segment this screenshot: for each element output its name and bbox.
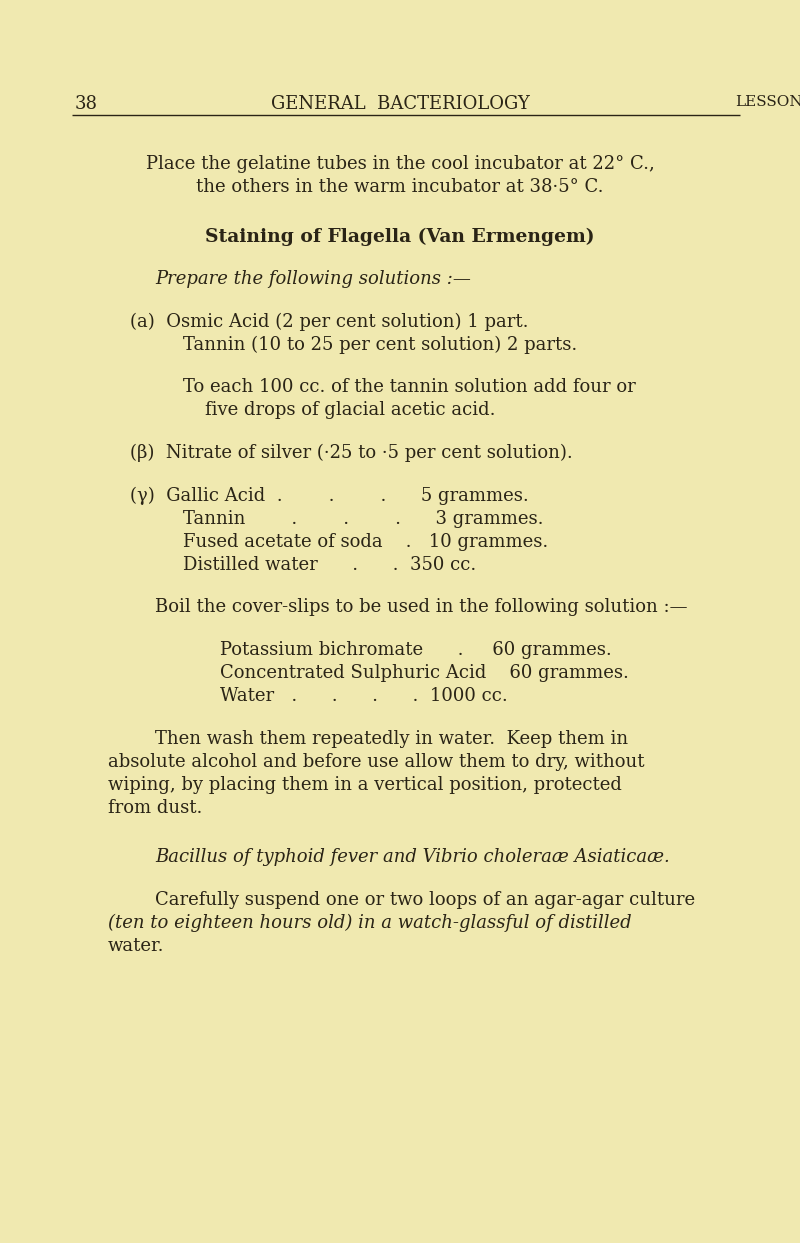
Text: Tannin        .        .        .      3 grammes.: Tannin . . . 3 grammes. [183, 510, 543, 528]
Text: Water   .      .      .      .  1000 cc.: Water . . . . 1000 cc. [220, 687, 508, 705]
Text: Carefully suspend one or two loops of an agar-agar culture: Carefully suspend one or two loops of an… [155, 891, 695, 909]
Text: Fused acetate of soda    .   10 grammes.: Fused acetate of soda . 10 grammes. [183, 533, 548, 551]
Text: 38: 38 [75, 94, 98, 113]
Text: Tannin (10 to 25 per cent solution) 2 parts.: Tannin (10 to 25 per cent solution) 2 pa… [183, 336, 578, 354]
Text: Then wash them repeatedly in water.  Keep them in: Then wash them repeatedly in water. Keep… [155, 730, 628, 748]
Text: To each 100 cc. of the tannin solution add four or: To each 100 cc. of the tannin solution a… [183, 378, 636, 397]
Text: (ten to eighteen hours old) in a watch-glassful of distilled: (ten to eighteen hours old) in a watch-g… [108, 914, 632, 932]
Text: Potassium bichromate      .     60 grammes.: Potassium bichromate . 60 grammes. [220, 641, 612, 659]
Text: Bacillus of typhoid fever and Vibrio choleraæ Asiaticaæ.: Bacillus of typhoid fever and Vibrio cho… [155, 848, 670, 866]
Text: Boil the cover-slips to be used in the following solution :—: Boil the cover-slips to be used in the f… [155, 598, 687, 617]
Text: Place the gelatine tubes in the cool incubator at 22° C.,: Place the gelatine tubes in the cool inc… [146, 155, 654, 173]
Text: (β)  Nitrate of silver (·25 to ·5 per cent solution).: (β) Nitrate of silver (·25 to ·5 per cen… [130, 444, 573, 462]
Text: Concentrated Sulphuric Acid    60 grammes.: Concentrated Sulphuric Acid 60 grammes. [220, 664, 629, 682]
Text: (γ)  Gallic Acid  .        .        .      5 grammes.: (γ) Gallic Acid . . . 5 grammes. [130, 487, 529, 505]
Text: GENERAL  BACTERIOLOGY: GENERAL BACTERIOLOGY [270, 94, 530, 113]
Text: the others in the warm incubator at 38·5° C.: the others in the warm incubator at 38·5… [196, 178, 604, 196]
Text: from dust.: from dust. [108, 799, 202, 817]
Text: Staining of Flagella (Van Ermengem): Staining of Flagella (Van Ermengem) [206, 227, 594, 246]
Text: LESSON: LESSON [735, 94, 800, 109]
Text: wiping, by placing them in a vertical position, protected: wiping, by placing them in a vertical po… [108, 776, 622, 794]
Text: Prepare the following solutions :—: Prepare the following solutions :— [155, 270, 471, 288]
Text: Distilled water      .      .  350 cc.: Distilled water . . 350 cc. [183, 556, 476, 574]
Text: (a)  Osmic Acid (2 per cent solution) 1 part.: (a) Osmic Acid (2 per cent solution) 1 p… [130, 313, 529, 331]
Text: absolute alcohol and before use allow them to dry, without: absolute alcohol and before use allow th… [108, 753, 645, 771]
Text: five drops of glacial acetic acid.: five drops of glacial acetic acid. [205, 401, 495, 419]
Text: water.: water. [108, 937, 165, 955]
